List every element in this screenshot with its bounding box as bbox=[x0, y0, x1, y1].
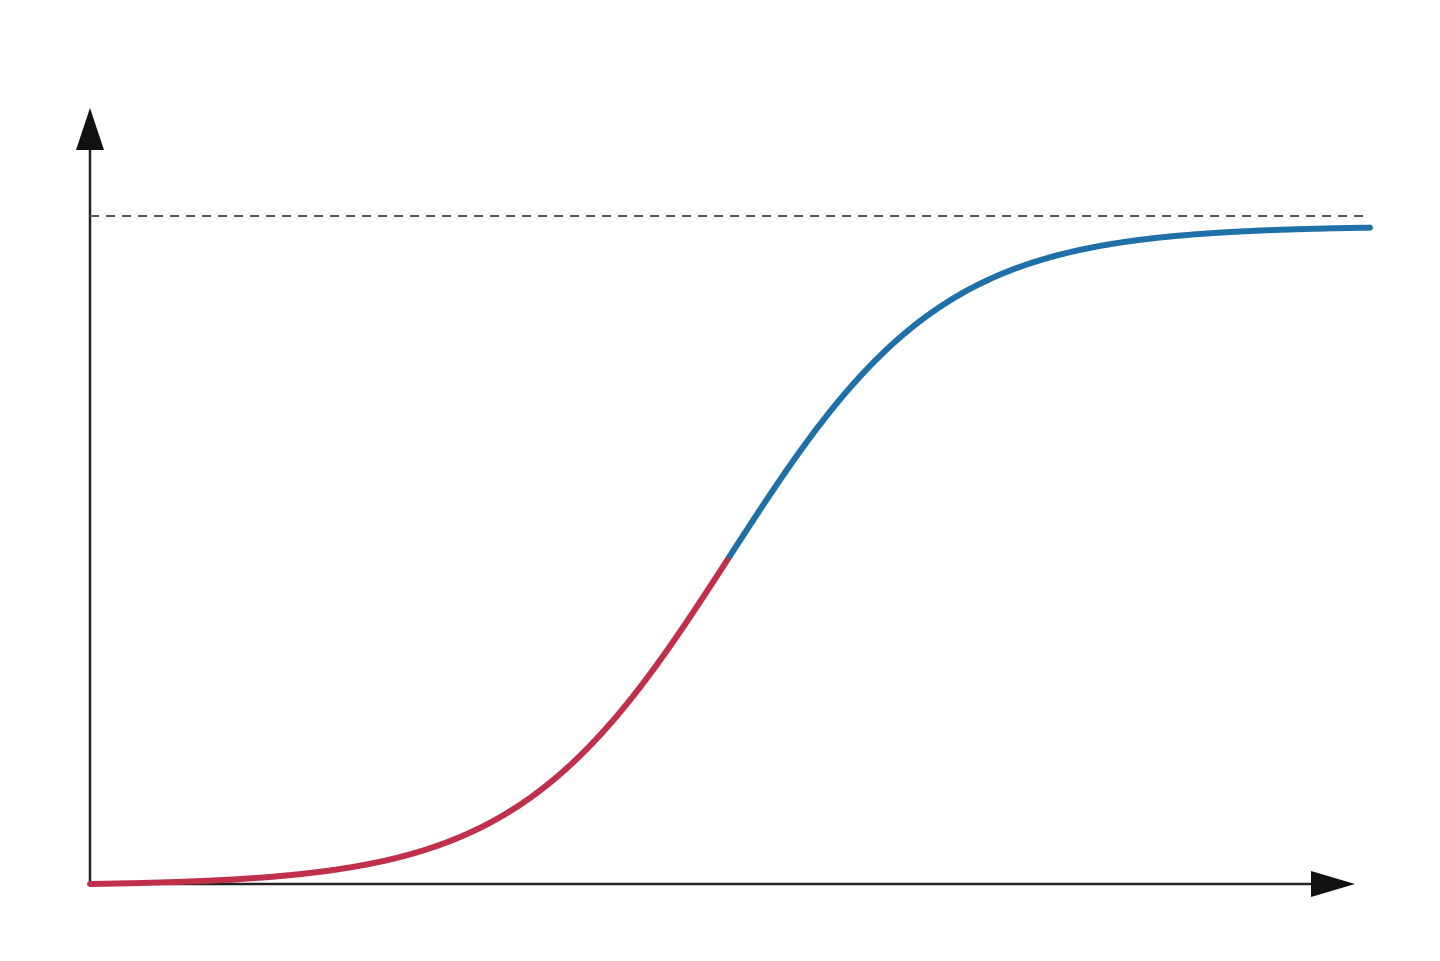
curve-segment-lower bbox=[87, 552, 733, 887]
series-layer bbox=[87, 224, 1373, 887]
curve-segment-upper bbox=[727, 224, 1373, 559]
y-axis-arrow-icon bbox=[76, 108, 104, 150]
x-axis-arrow-icon bbox=[1311, 871, 1355, 897]
axes bbox=[76, 108, 1355, 897]
